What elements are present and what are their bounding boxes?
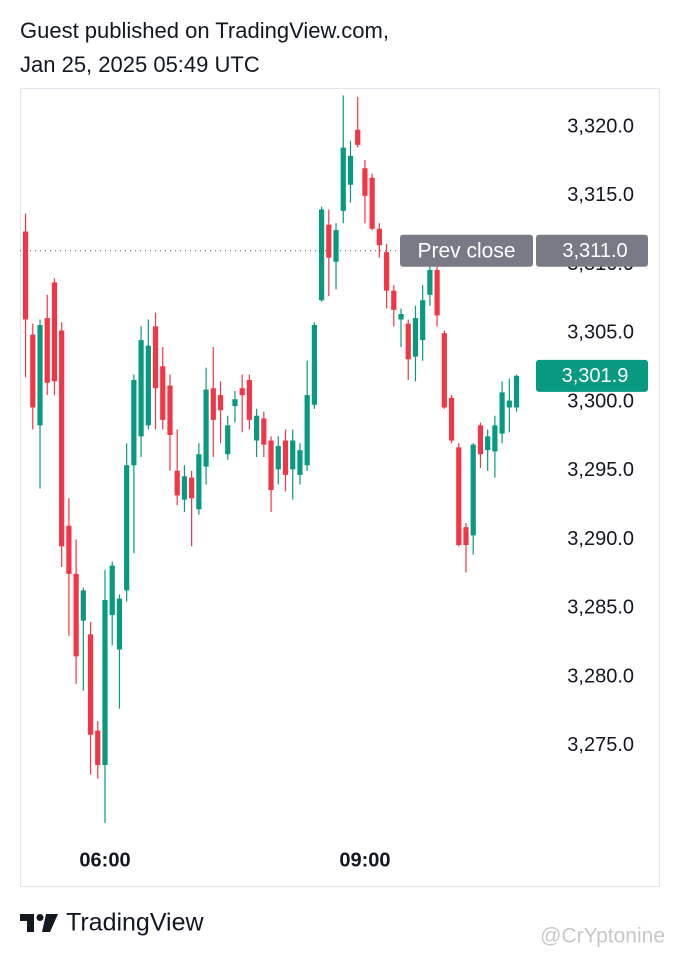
candle-body: [427, 270, 433, 295]
prev-close-price: 3,311.0: [562, 240, 627, 262]
candle-body: [152, 326, 159, 389]
candle-body: [51, 282, 58, 382]
candle-body: [95, 730, 101, 765]
candle-body: [116, 598, 123, 650]
prev-close-tag: [400, 234, 533, 267]
candle-body: [319, 209, 325, 301]
prev-close-label: Prev close: [417, 239, 515, 262]
y-tick-label: 3,295.0: [567, 459, 634, 481]
candle-body: [167, 385, 173, 435]
candle-body: [239, 388, 245, 396]
candle-body: [441, 333, 447, 408]
candle-body: [456, 447, 462, 545]
candle-body: [297, 450, 303, 475]
header-line: Jan 25, 2025 05:49 UTC: [20, 52, 260, 77]
candle-body: [225, 425, 231, 455]
candle-body: [210, 388, 216, 420]
prev-close-price-tag: [536, 234, 648, 267]
candle-body: [174, 470, 180, 496]
candle-body: [405, 323, 411, 360]
chart-frame: [20, 88, 660, 887]
y-tick-label: 3,320.0: [567, 115, 634, 137]
candle-body: [282, 440, 289, 475]
candle-body: [333, 230, 339, 262]
candle-body: [362, 168, 368, 196]
candle-body: [196, 454, 202, 510]
candle-body: [412, 318, 419, 357]
candle-body: [80, 590, 86, 621]
candle-body: [304, 395, 310, 466]
candle-body: [59, 330, 65, 547]
candle-body: [470, 444, 476, 536]
candle-body: [261, 418, 267, 445]
candle-body: [181, 476, 188, 500]
candle-body: [448, 397, 455, 441]
candle-body: [420, 300, 426, 341]
candle-body: [290, 440, 296, 470]
y-tick-label: 3,275.0: [567, 734, 634, 756]
y-tick-label: 3,290.0: [567, 528, 634, 550]
y-tick-label: 3,315.0: [567, 184, 634, 206]
candle-body: [189, 477, 195, 499]
candle-body: [434, 270, 440, 316]
last-price: 3,301.9: [562, 365, 629, 387]
candle-body: [463, 527, 469, 545]
candle-body: [44, 318, 50, 383]
x-tick-label: 09:00: [339, 849, 390, 871]
candle-body: [275, 446, 281, 470]
candle-body: [217, 395, 224, 411]
candle-body: [87, 634, 94, 735]
candle-body: [485, 436, 491, 451]
candle-body: [160, 366, 166, 420]
candle-body: [477, 425, 484, 455]
candle-body: [383, 252, 390, 291]
candle-body: [37, 325, 43, 426]
candle-body: [30, 334, 36, 408]
candle-body: [66, 525, 72, 574]
y-tick-label: 3,305.0: [567, 322, 634, 344]
candle-body: [311, 325, 317, 405]
brand[interactable]: TradingView: [66, 909, 205, 937]
candle-body: [145, 345, 151, 426]
y-tick-label: 3,280.0: [567, 665, 634, 687]
candle-body: [232, 399, 238, 407]
candle-body: [124, 465, 130, 591]
header-line: Guest published on TradingView.com,: [20, 18, 389, 43]
candle-body: [102, 600, 108, 765]
candle-body: [254, 415, 260, 441]
candle-body: [347, 155, 354, 185]
candle-body: [376, 228, 382, 246]
candle-body: [138, 340, 144, 437]
watermark: @CrYptonine: [540, 925, 665, 948]
candle-body: [398, 314, 404, 320]
candle-body: [391, 290, 397, 310]
candle-body: [131, 380, 137, 466]
tradingview-logo: [20, 914, 58, 932]
candle-body: [109, 565, 115, 616]
candle-body: [326, 224, 332, 258]
plot: 3,275.0 3,280.0 3,285.0 3,290.0 3,295.0 3,300…: [20, 95, 648, 871]
candle-body: [268, 440, 274, 490]
y-tick-label: 3,285.0: [567, 597, 634, 619]
candle-body: [22, 231, 29, 320]
candle-body: [369, 177, 375, 229]
candle-body: [506, 400, 512, 408]
candle-body: [499, 392, 505, 434]
candle-body: [355, 129, 361, 145]
y-tick-label: 3,300.0: [567, 390, 634, 412]
candle-body: [492, 425, 498, 452]
candle-body: [246, 380, 252, 420]
candle-body: [73, 573, 79, 657]
candle-body: [513, 375, 520, 408]
candle-body: [203, 389, 209, 467]
candle-body: [340, 147, 346, 211]
x-tick-label: 06:00: [79, 849, 130, 871]
last-price-tag: [536, 359, 648, 392]
